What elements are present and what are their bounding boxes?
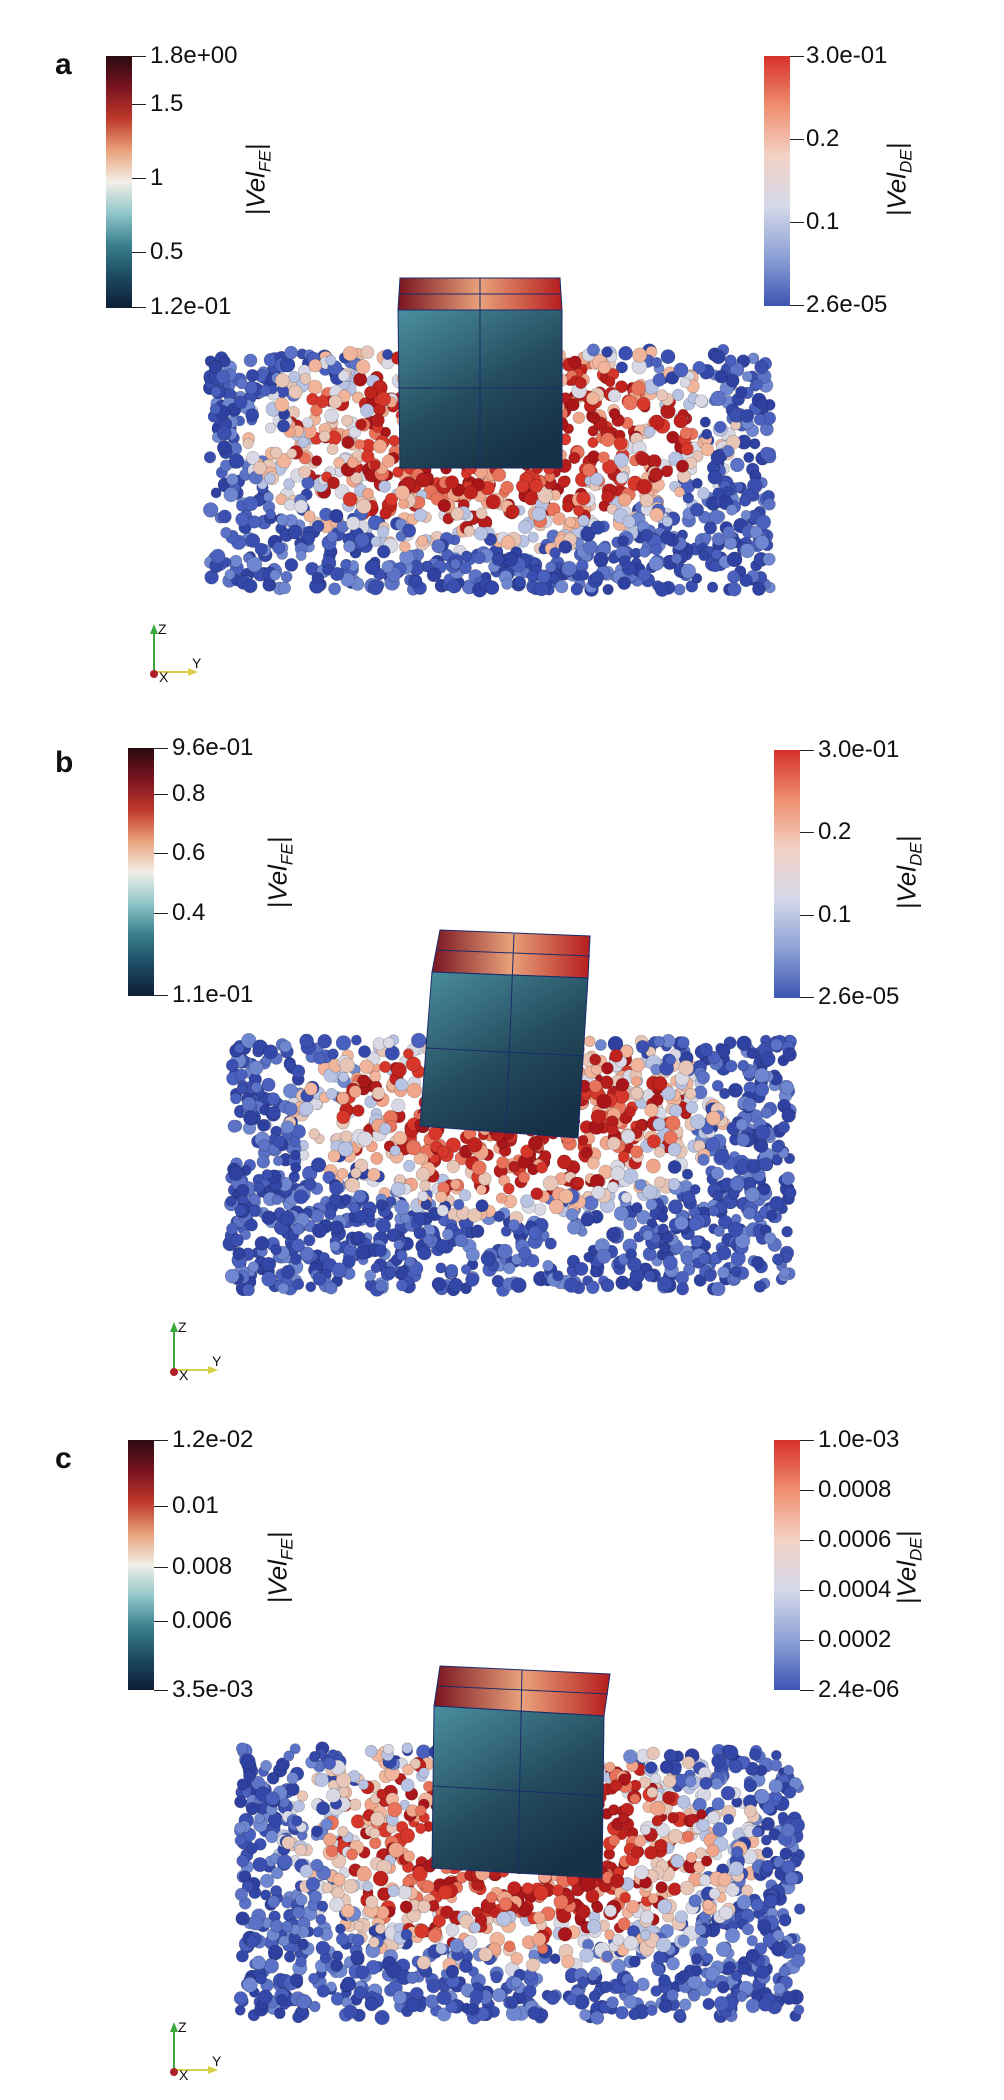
axis-x-label: X (159, 669, 169, 685)
fe-tick (154, 1567, 168, 1568)
axis-z-label: Z (178, 2019, 187, 2035)
panel-a: a 1.8e+00 1.5 1 0.5 1.2e-01 |VelFE| 3.0e… (0, 0, 1004, 700)
fe-colorbar-title: |VelFE| (262, 1531, 297, 1604)
fe-colorbar-title: |VelFE| (240, 143, 275, 216)
de-colorbar (764, 56, 790, 306)
axis-y-label: Y (212, 2053, 222, 2069)
de-colorbar (774, 750, 800, 998)
fe-tick (154, 1690, 168, 1691)
fe-tick-label: 3.5e-03 (172, 1676, 254, 1703)
de-tick (790, 56, 804, 57)
fe-tick-label: 1 (150, 164, 164, 191)
de-tick-label: 3.0e-01 (806, 42, 888, 69)
de-tick (790, 222, 804, 223)
de-tick-label: 0.0008 (818, 1476, 892, 1503)
de-tick-label: 0.0002 (818, 1626, 892, 1653)
axis-x-label: X (179, 1367, 189, 1383)
panel-label: a (55, 48, 72, 81)
fe-tick-label: 0.5 (150, 238, 184, 265)
de-tick (800, 1540, 814, 1541)
de-colorbar-title: |VelDE| (891, 1530, 926, 1605)
fe-tick (154, 1506, 168, 1507)
panel-b: b 9.6e-01 0.8 0.6 0.4 1.1e-01 |VelFE| 3.… (0, 700, 1004, 1400)
fe-tick-label: 1.8e+00 (150, 42, 238, 69)
fe-tick (132, 56, 146, 57)
particle-bed-scene (233, 1665, 806, 2026)
de-tick-label: 0.2 (818, 818, 852, 845)
de-tick (790, 305, 804, 306)
fe-tick-label: 1.5 (150, 90, 184, 117)
fe-tick-label: 0.008 (172, 1553, 233, 1580)
fe-tick (154, 853, 168, 854)
de-colorbar-title: |VelDE| (881, 142, 916, 217)
de-tick (800, 1590, 814, 1591)
panel-label: b (55, 746, 74, 779)
fe-tick (132, 178, 146, 179)
cube (397, 277, 563, 469)
particle-bed-scene (203, 277, 777, 598)
de-tick (800, 750, 814, 751)
de-tick-label: 0.1 (806, 208, 840, 235)
fe-tick-label: 1.2e-01 (150, 293, 232, 320)
orientation-axes: Z Y X (140, 610, 220, 695)
axis-y-label: Y (212, 1353, 222, 1369)
cube (431, 1665, 611, 1879)
de-tick (800, 915, 814, 916)
de-tick (800, 832, 814, 833)
fe-tick (154, 995, 168, 996)
de-tick-label: 2.6e-05 (818, 983, 900, 1010)
fe-tick (154, 913, 168, 914)
fe-tick-label: 9.6e-01 (172, 734, 254, 761)
panel-label: c (55, 1442, 72, 1475)
de-tick-label: 0.1 (818, 901, 852, 928)
fe-colorbar (106, 56, 132, 308)
cube (419, 929, 591, 1139)
de-tick-label: 2.6e-05 (806, 291, 888, 318)
orientation-axes: Z Y X (160, 2008, 240, 2093)
axis-y-label: Y (192, 655, 202, 671)
de-tick (800, 1640, 814, 1641)
fe-tick-label: 0.4 (172, 899, 206, 926)
de-colorbar (774, 1440, 800, 1690)
de-tick (790, 139, 804, 140)
fe-tick-label: 0.6 (172, 839, 206, 866)
fe-tick (154, 748, 168, 749)
fe-tick-label: 0.006 (172, 1607, 233, 1634)
particle-bed-scene (222, 929, 797, 1297)
fe-tick (132, 307, 146, 308)
fe-tick (132, 252, 146, 253)
axis-x-label: X (179, 2067, 189, 2083)
fe-tick (132, 104, 146, 105)
de-tick-label: 1.0e-03 (818, 1426, 900, 1453)
de-tick (800, 1440, 814, 1441)
de-tick-label: 3.0e-01 (818, 736, 900, 763)
fe-tick-label: 0.01 (172, 1492, 219, 1519)
fe-colorbar-title: |VelFE| (262, 836, 297, 909)
fe-tick-label: 1.2e-02 (172, 1426, 254, 1453)
fe-tick (154, 794, 168, 795)
de-tick (800, 1490, 814, 1491)
particles (222, 1032, 797, 1297)
de-tick (800, 997, 814, 998)
de-tick-label: 0.2 (806, 125, 840, 152)
fe-colorbar (128, 748, 154, 996)
de-tick-label: 0.0004 (818, 1576, 892, 1603)
axis-z-label: Z (178, 1319, 187, 1335)
fe-tick (154, 1440, 168, 1441)
fe-tick-label: 0.8 (172, 780, 206, 807)
de-colorbar-title: |VelDE| (891, 835, 926, 910)
orientation-axes: Z Y X (160, 1308, 240, 1393)
fe-colorbar (128, 1440, 154, 1690)
de-tick (800, 1690, 814, 1691)
fe-tick (154, 1621, 168, 1622)
fe-tick-label: 1.1e-01 (172, 981, 254, 1008)
axis-z-label: Z (158, 621, 167, 637)
panel-c: c 1.2e-02 0.01 0.008 0.006 3.5e-03 |VelF… (0, 1400, 1004, 2100)
de-tick-label: 0.0006 (818, 1526, 892, 1553)
de-tick-label: 2.4e-06 (818, 1676, 900, 1703)
